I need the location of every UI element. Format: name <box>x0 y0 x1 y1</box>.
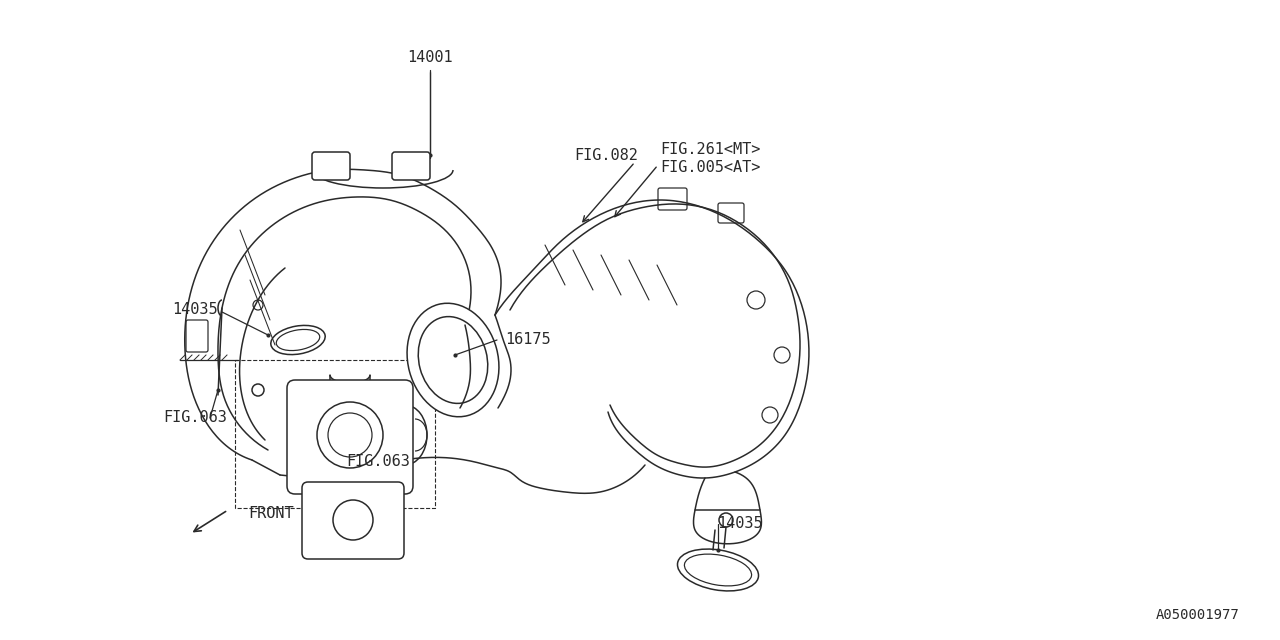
Text: FIG.063: FIG.063 <box>163 410 227 426</box>
FancyBboxPatch shape <box>718 203 744 223</box>
FancyBboxPatch shape <box>658 188 687 210</box>
Text: FIG.082: FIG.082 <box>575 147 637 163</box>
Text: 14035: 14035 <box>173 303 218 317</box>
Bar <box>236 360 435 508</box>
FancyBboxPatch shape <box>302 482 404 559</box>
Text: FIG.261<MT>: FIG.261<MT> <box>660 143 760 157</box>
Ellipse shape <box>677 549 759 591</box>
Text: A050001977: A050001977 <box>1156 608 1240 622</box>
Ellipse shape <box>407 303 499 417</box>
Text: FRONT: FRONT <box>248 506 293 522</box>
Text: FIG.063: FIG.063 <box>346 454 410 470</box>
Text: 16175: 16175 <box>506 333 550 348</box>
FancyBboxPatch shape <box>312 152 349 180</box>
Ellipse shape <box>271 325 325 355</box>
FancyBboxPatch shape <box>287 380 413 494</box>
FancyBboxPatch shape <box>392 152 430 180</box>
Text: FIG.005<AT>: FIG.005<AT> <box>660 161 760 175</box>
Text: 14035: 14035 <box>717 516 763 531</box>
Text: 14001: 14001 <box>407 51 453 65</box>
